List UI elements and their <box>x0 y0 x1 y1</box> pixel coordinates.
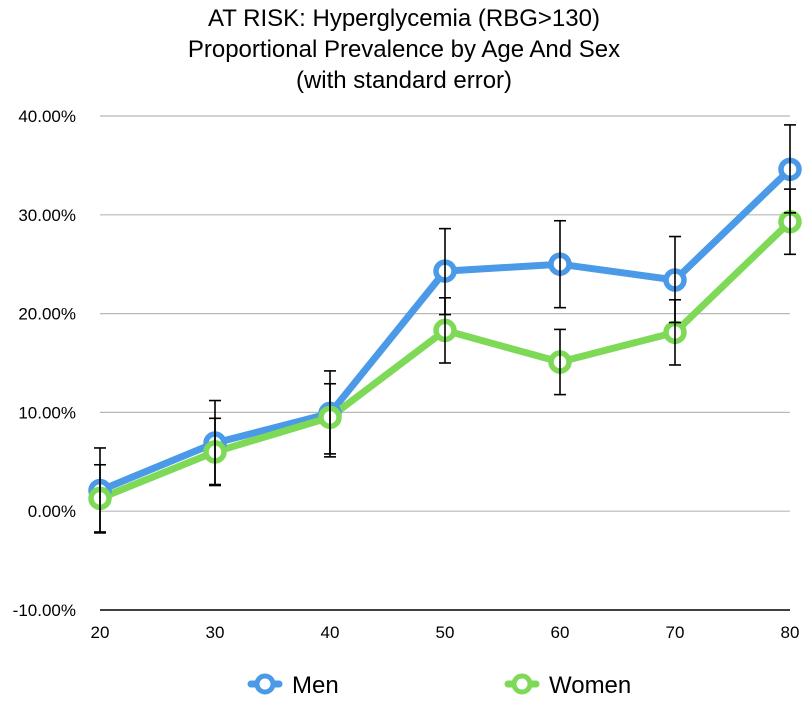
legend-item-women: Women <box>504 672 631 699</box>
legend: Men Women <box>247 672 631 699</box>
chart-title-line-1: AT RISK: Hyperglycemia (RBG>130) <box>208 5 600 32</box>
legend-label: Men <box>292 672 339 699</box>
legend-swatch-marker <box>254 673 276 695</box>
error-bar-women <box>94 463 106 533</box>
x-tick-label: 30 <box>206 623 225 642</box>
y-tick-label: 20.00% <box>18 305 76 324</box>
y-axis-tick-labels: -10.00% 0.00% 10.00% 20.00% 30.00% 40.00% <box>13 107 76 620</box>
error-bar-men <box>554 219 566 309</box>
error-bar-women <box>324 382 336 455</box>
series-layer <box>88 124 802 534</box>
error-bar-women <box>554 328 566 396</box>
legend-swatch-marker <box>511 673 533 695</box>
error-bar-women <box>669 298 681 366</box>
x-tick-label: 40 <box>321 623 340 642</box>
legend-label: Women <box>549 672 631 699</box>
error-bar-women <box>209 417 221 486</box>
y-tick-label: 10.00% <box>18 403 76 422</box>
chart-title: AT RISK: Hyperglycemia (RBG>130) Proport… <box>0 0 808 96</box>
y-tick-label: 0.00% <box>28 502 76 521</box>
x-tick-label: 70 <box>666 623 685 642</box>
chart-title-line-2: Proportional Prevalence by Age And Sex <box>187 36 621 63</box>
x-tick-label: 50 <box>436 623 455 642</box>
error-bar-women <box>439 296 451 364</box>
legend-item-men: Men <box>247 672 339 699</box>
x-tick-label: 60 <box>551 623 570 642</box>
x-tick-label: 20 <box>91 623 110 642</box>
error-bar-women <box>784 188 796 256</box>
x-axis-tick-labels: 20 30 40 50 60 70 80 <box>91 623 800 642</box>
y-tick-label: 30.00% <box>18 206 76 225</box>
y-tick-label: -10.00% <box>13 601 76 620</box>
chart-title-line-3: (with standard error) <box>295 67 513 94</box>
x-tick-label: 80 <box>781 623 800 642</box>
y-tick-label: 40.00% <box>18 107 76 126</box>
